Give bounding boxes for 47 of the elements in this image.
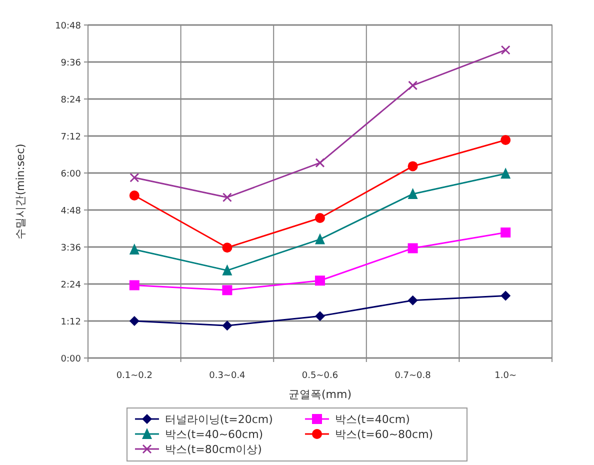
x-tick-label: 0.7~0.8 (394, 371, 432, 381)
point (315, 233, 325, 244)
x-tick-label: 1.0~ (494, 371, 517, 381)
y-tick-label: 9:36 (60, 58, 82, 68)
point (129, 280, 140, 290)
point (315, 158, 325, 168)
point (408, 80, 418, 90)
point (408, 243, 418, 254)
point (129, 190, 140, 201)
y-tick-label: 4:48 (60, 206, 82, 216)
point (408, 161, 418, 172)
point (500, 168, 511, 179)
point (222, 285, 232, 296)
legend-label: 박스(t=40~60cm) (165, 428, 264, 441)
x-axis-title: 균열폭(mm) (288, 388, 352, 401)
point (500, 45, 510, 55)
legend-label: 박스(t=80cm이상) (165, 443, 262, 456)
point (130, 172, 140, 182)
point (500, 135, 511, 146)
x-tick-label: 0.3~0.4 (209, 371, 246, 381)
point (315, 276, 325, 286)
y-axis-title: 수밀시간(min:sec) (14, 144, 27, 240)
y-tick-label: 8:24 (60, 96, 82, 106)
y-tick-label: 6:00 (60, 170, 82, 180)
y-tick-label: 1:12 (60, 318, 81, 328)
point (500, 228, 511, 238)
point (129, 243, 140, 254)
y-tick-label: 0:00 (60, 354, 82, 364)
y-tick-label: 3:36 (60, 244, 82, 254)
point (500, 290, 511, 301)
point (408, 295, 418, 306)
point (222, 192, 232, 202)
legend-label: 터널라이닝(t=20cm) (165, 413, 273, 426)
point (315, 213, 325, 224)
x-tick-label: 0.1~0.2 (116, 371, 152, 381)
point (408, 188, 418, 199)
point (222, 264, 232, 276)
y-tick-label: 10:48 (55, 22, 82, 32)
legend-label: 박스(t=60~80cm) (335, 428, 434, 441)
y-tick-label: 2:24 (60, 280, 82, 290)
point (129, 316, 140, 326)
point (222, 242, 232, 253)
point (222, 320, 232, 331)
y-tick-label: 7:12 (60, 132, 81, 142)
x-tick-label: 0.5~0.6 (302, 371, 338, 381)
point (315, 311, 325, 322)
legend-label: 박스(t=40cm) (335, 413, 410, 426)
